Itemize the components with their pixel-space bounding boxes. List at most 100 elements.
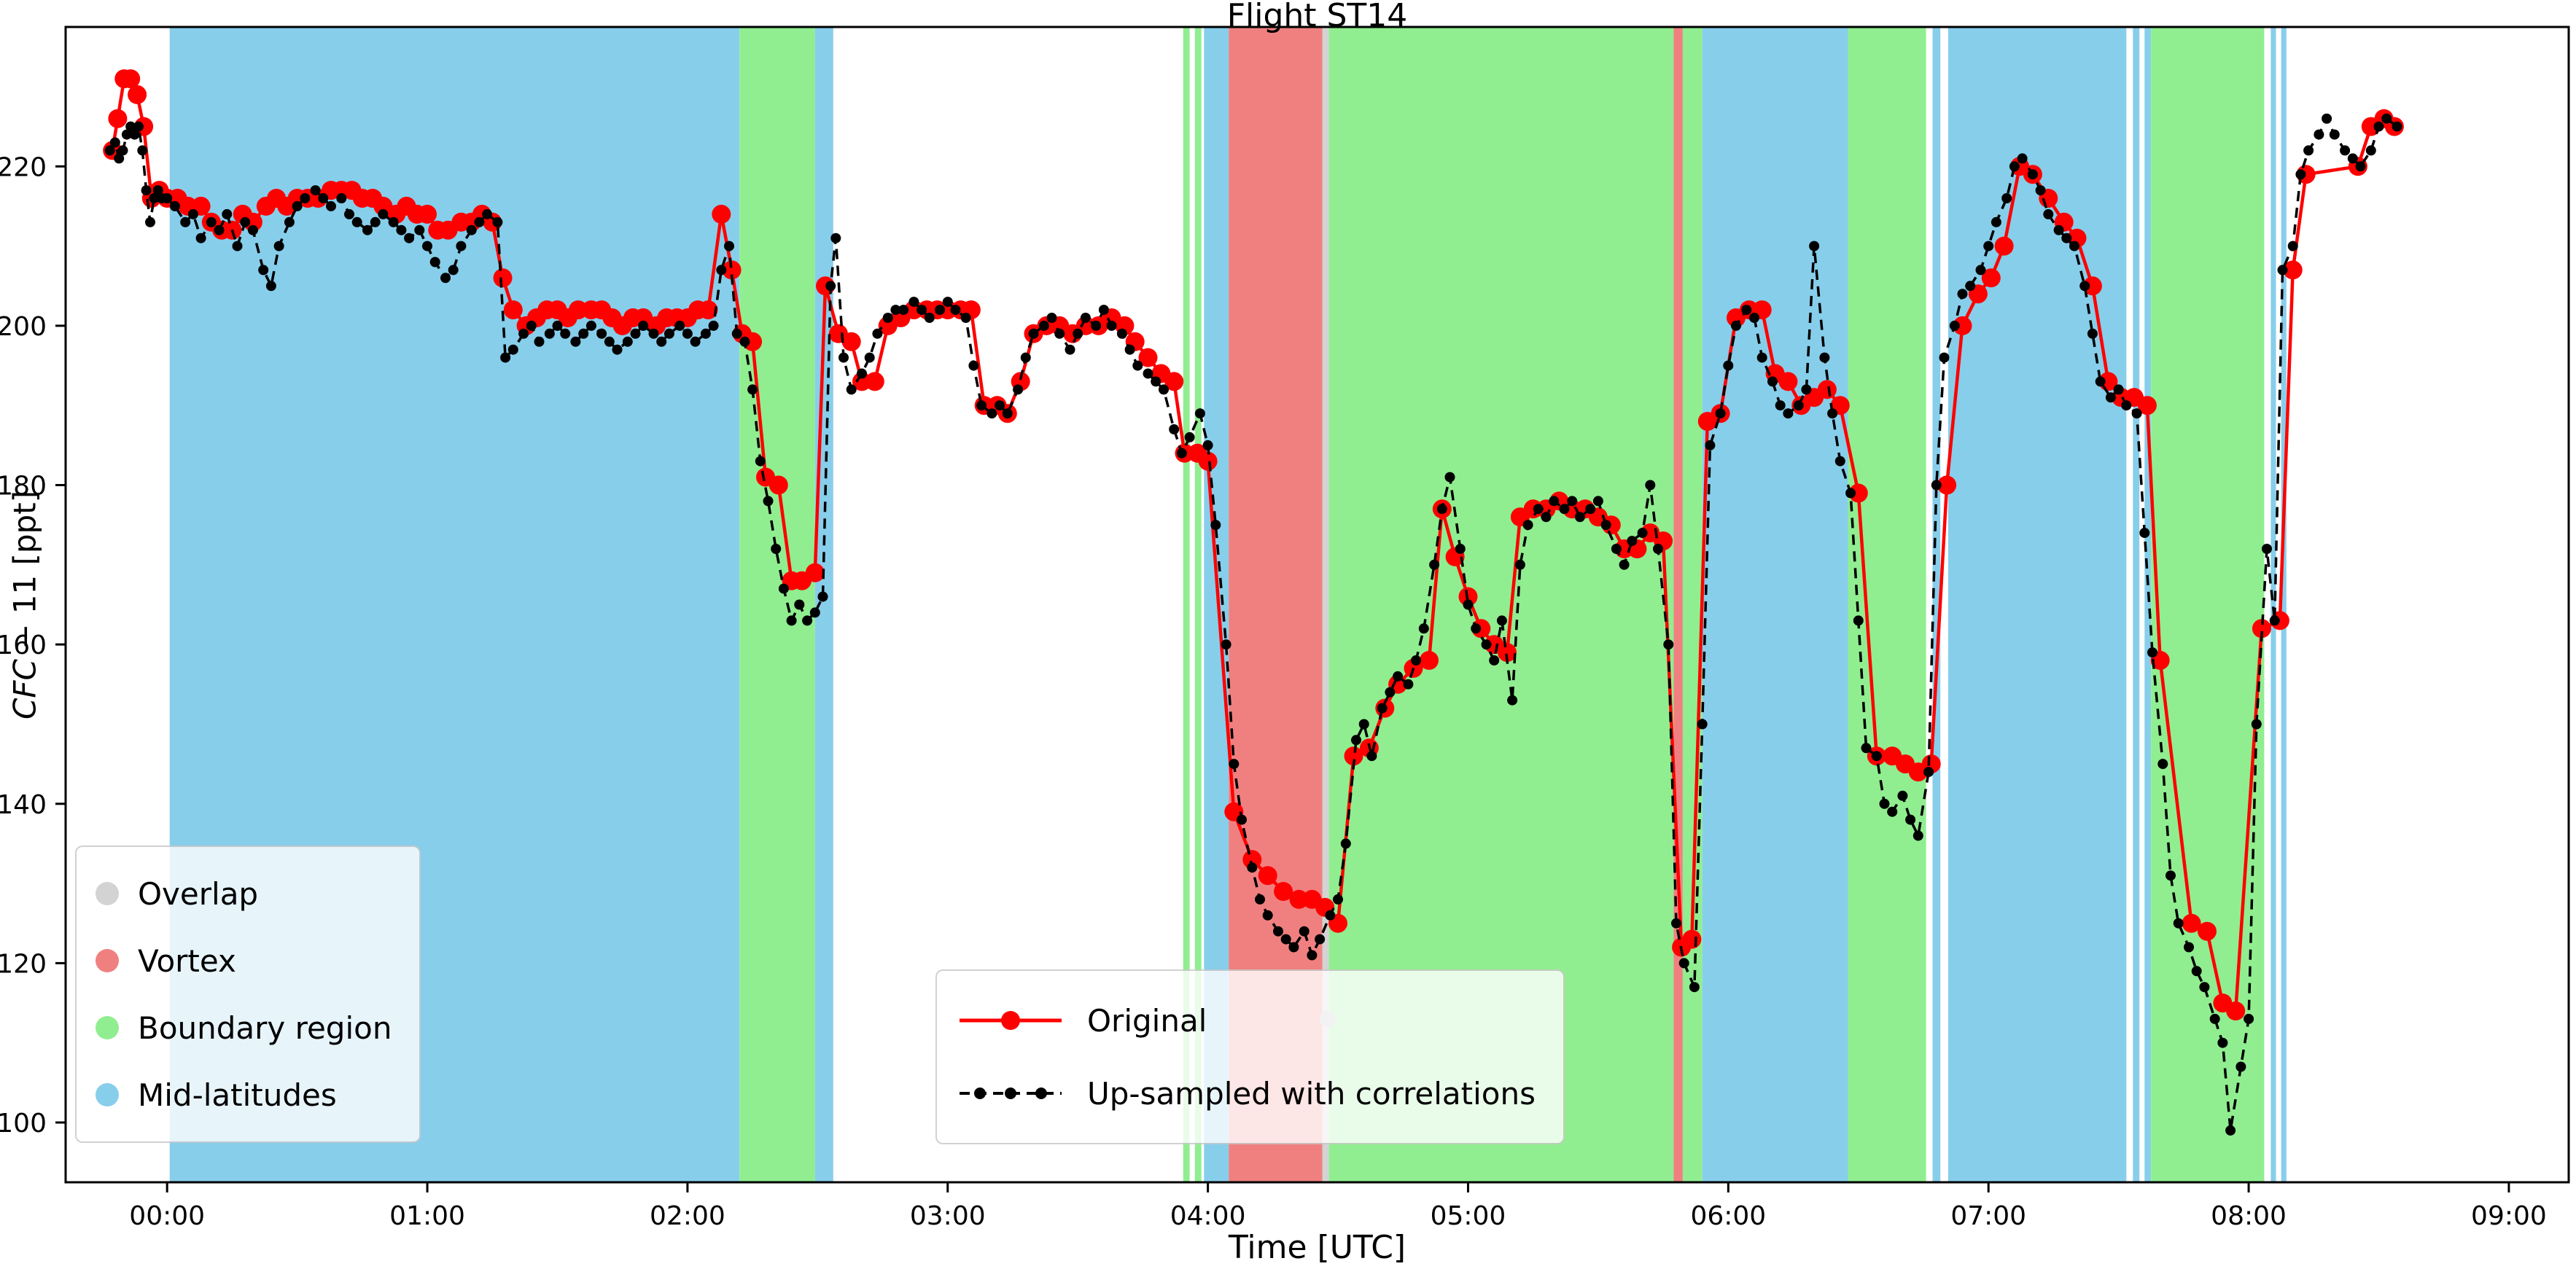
- upsampled-marker: [2061, 233, 2072, 243]
- upsampled-marker: [1002, 408, 1013, 419]
- upsampled-marker: [2217, 1037, 2228, 1048]
- original-marker: [1817, 380, 1837, 399]
- region-band-mid: [2281, 27, 2287, 1182]
- original-marker: [2082, 276, 2102, 296]
- legend-label-overlap: Overlap: [138, 875, 259, 912]
- upsampled-marker: [1949, 320, 1960, 331]
- upsampled-marker: [145, 216, 155, 227]
- upsampled-marker: [708, 320, 719, 331]
- region-band-boundary: [1194, 27, 1202, 1182]
- original-marker: [1344, 746, 1363, 766]
- upsampled-marker: [2365, 145, 2376, 156]
- upsampled-marker: [2095, 376, 2106, 387]
- original-marker: [1164, 372, 1184, 391]
- original-marker: [2252, 619, 2271, 639]
- upsampled-marker: [1046, 313, 1057, 323]
- upsampled-marker: [724, 241, 734, 251]
- upsampled-marker: [890, 305, 901, 316]
- upsampled-marker: [638, 320, 649, 331]
- legend-label-mid-latitudes: Mid-latitudes: [138, 1077, 337, 1113]
- upsampled-marker: [1358, 719, 1369, 730]
- upsampled-marker: [152, 185, 163, 196]
- upsampled-marker: [612, 344, 623, 355]
- upsampled-marker: [149, 193, 160, 203]
- region-band-boundary: [1183, 27, 1190, 1182]
- original-marker: [1274, 882, 1293, 901]
- upsampled-marker: [1793, 400, 1804, 411]
- upsampled-marker: [1159, 384, 1169, 395]
- y-tick-label: 180: [0, 472, 47, 501]
- x-tick-label: 05:00: [1431, 1201, 1506, 1231]
- upsampled-marker: [622, 336, 633, 347]
- region-band-mid: [1947, 27, 2127, 1182]
- upsampled-marker: [755, 456, 766, 466]
- upsampled-marker: [378, 208, 389, 219]
- upsampled-marker: [396, 224, 407, 235]
- original-marker: [712, 204, 731, 224]
- upsampled-marker: [585, 320, 596, 331]
- upsampled-marker: [1184, 432, 1195, 442]
- upsampled-marker: [739, 336, 750, 347]
- upsampled-marker: [1845, 488, 1856, 499]
- upsampled-marker: [2139, 528, 2150, 539]
- upsampled-marker: [125, 121, 136, 132]
- upsampled-marker: [864, 352, 875, 363]
- original-marker: [1778, 372, 1798, 391]
- legend-label-original: Original: [1087, 1002, 1207, 1039]
- upsampled-marker: [747, 384, 758, 395]
- upsampled-marker: [1678, 958, 1689, 969]
- upsampled-marker: [1541, 512, 1552, 523]
- upsampled-marker: [326, 200, 336, 211]
- upsampled-marker: [817, 591, 828, 602]
- upsampled-marker: [1333, 894, 1343, 905]
- upsampled-marker: [1124, 344, 1135, 355]
- upsampled-marker: [560, 328, 571, 339]
- original-marker: [1198, 451, 1218, 471]
- upsampled-marker: [414, 224, 425, 235]
- upsampled-marker: [1054, 328, 1065, 339]
- original-marker: [503, 300, 523, 320]
- upsampled-marker: [1783, 408, 1794, 419]
- upsampled-marker: [1522, 520, 1533, 531]
- legend-item-boundary-region: Boundary region: [96, 994, 392, 1061]
- upsampled-marker: [2131, 408, 2142, 419]
- x-tick-label: 07:00: [1950, 1201, 2026, 1231]
- upsampled-marker: [240, 216, 251, 227]
- original-marker: [805, 563, 825, 582]
- x-tick-label: 00:00: [129, 1201, 205, 1231]
- upsampled-marker: [1288, 942, 1299, 953]
- region-band-overlap: [1322, 27, 1329, 1182]
- upsampled-marker: [1767, 376, 1778, 387]
- upsampled-marker: [1028, 328, 1039, 339]
- upsampled-marker: [1611, 544, 1622, 554]
- upsampled-marker: [492, 216, 503, 227]
- upsampled-marker: [1444, 472, 1455, 483]
- upsampled-marker: [794, 599, 805, 610]
- upsampled-marker: [1585, 504, 1596, 515]
- upsampled-marker: [2251, 719, 2262, 730]
- upsampled-marker: [1210, 520, 1221, 531]
- upsampled-marker: [1393, 671, 1404, 682]
- upsampled-marker: [1496, 615, 1507, 626]
- original-marker: [722, 260, 742, 280]
- upsampled-marker: [292, 200, 303, 211]
- overlap-swatch-icon: [96, 882, 119, 905]
- x-tick-label: 09:00: [2471, 1201, 2547, 1231]
- upsampled-marker: [544, 328, 555, 339]
- upsampled-marker: [1020, 352, 1031, 363]
- lines-legend: Original Up-sampled with correlations: [935, 969, 1565, 1144]
- axes-frame: [64, 26, 2570, 1184]
- upsampled-marker: [1965, 281, 1976, 292]
- upsampled-marker: [1574, 512, 1585, 523]
- upsampled-marker: [1731, 320, 1741, 331]
- original-marker: [121, 69, 141, 89]
- legend-item-original: Original: [956, 984, 1536, 1057]
- y-axis-label-unit: − 11 [ppt]: [7, 490, 43, 660]
- upsampled-marker: [1463, 599, 1474, 610]
- upsampled-marker: [247, 224, 258, 235]
- upsampled-marker: [1273, 926, 1283, 937]
- upsampled-marker: [388, 216, 399, 227]
- upsampled-series-line: [109, 117, 2398, 1132]
- upsampled-marker: [1723, 360, 1734, 371]
